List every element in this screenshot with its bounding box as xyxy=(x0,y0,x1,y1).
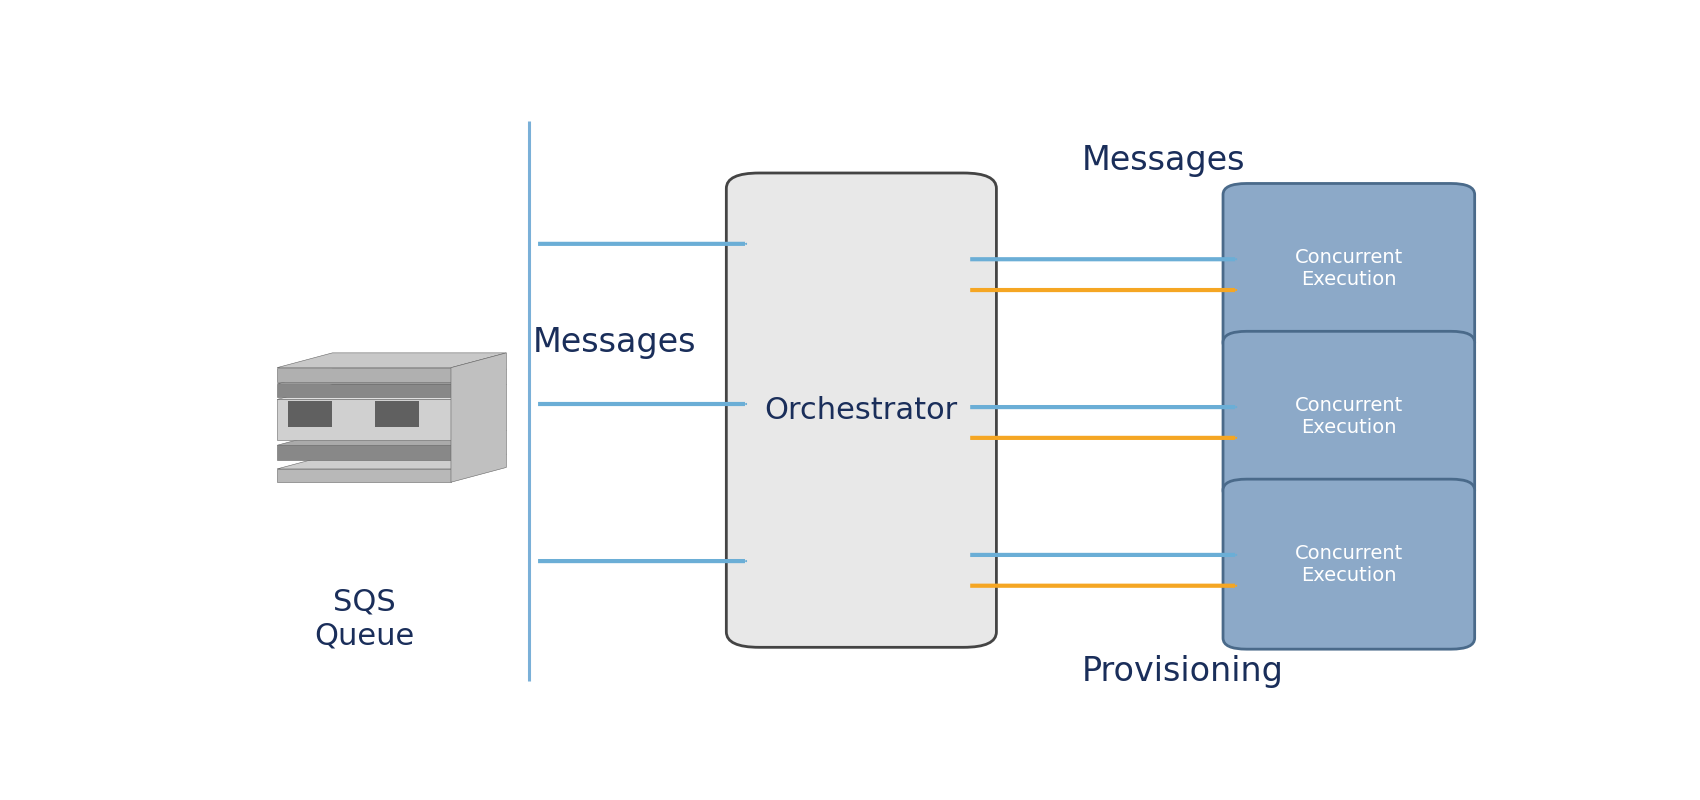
Text: Provisioning: Provisioning xyxy=(1083,655,1284,689)
Polygon shape xyxy=(277,454,507,469)
Bar xyxy=(287,401,333,426)
Polygon shape xyxy=(277,399,450,440)
Text: Concurrent
Execution: Concurrent Execution xyxy=(1295,396,1402,437)
FancyBboxPatch shape xyxy=(1222,479,1474,649)
Text: SQS
Queue: SQS Queue xyxy=(314,588,415,650)
Bar xyxy=(376,401,420,426)
Text: Orchestrator: Orchestrator xyxy=(765,396,959,425)
Polygon shape xyxy=(277,369,507,384)
Text: Messages: Messages xyxy=(532,326,695,359)
Text: Concurrent
Execution: Concurrent Execution xyxy=(1295,248,1402,289)
FancyBboxPatch shape xyxy=(726,173,996,647)
Polygon shape xyxy=(277,353,507,368)
FancyBboxPatch shape xyxy=(1222,183,1474,354)
FancyBboxPatch shape xyxy=(1222,331,1474,502)
Polygon shape xyxy=(277,385,507,399)
Polygon shape xyxy=(277,469,450,482)
Polygon shape xyxy=(277,384,450,398)
Polygon shape xyxy=(450,353,507,482)
Polygon shape xyxy=(277,446,450,460)
Polygon shape xyxy=(277,430,507,446)
Text: Concurrent
Execution: Concurrent Execution xyxy=(1295,544,1402,585)
Text: Messages: Messages xyxy=(1083,144,1246,177)
Polygon shape xyxy=(277,368,450,382)
